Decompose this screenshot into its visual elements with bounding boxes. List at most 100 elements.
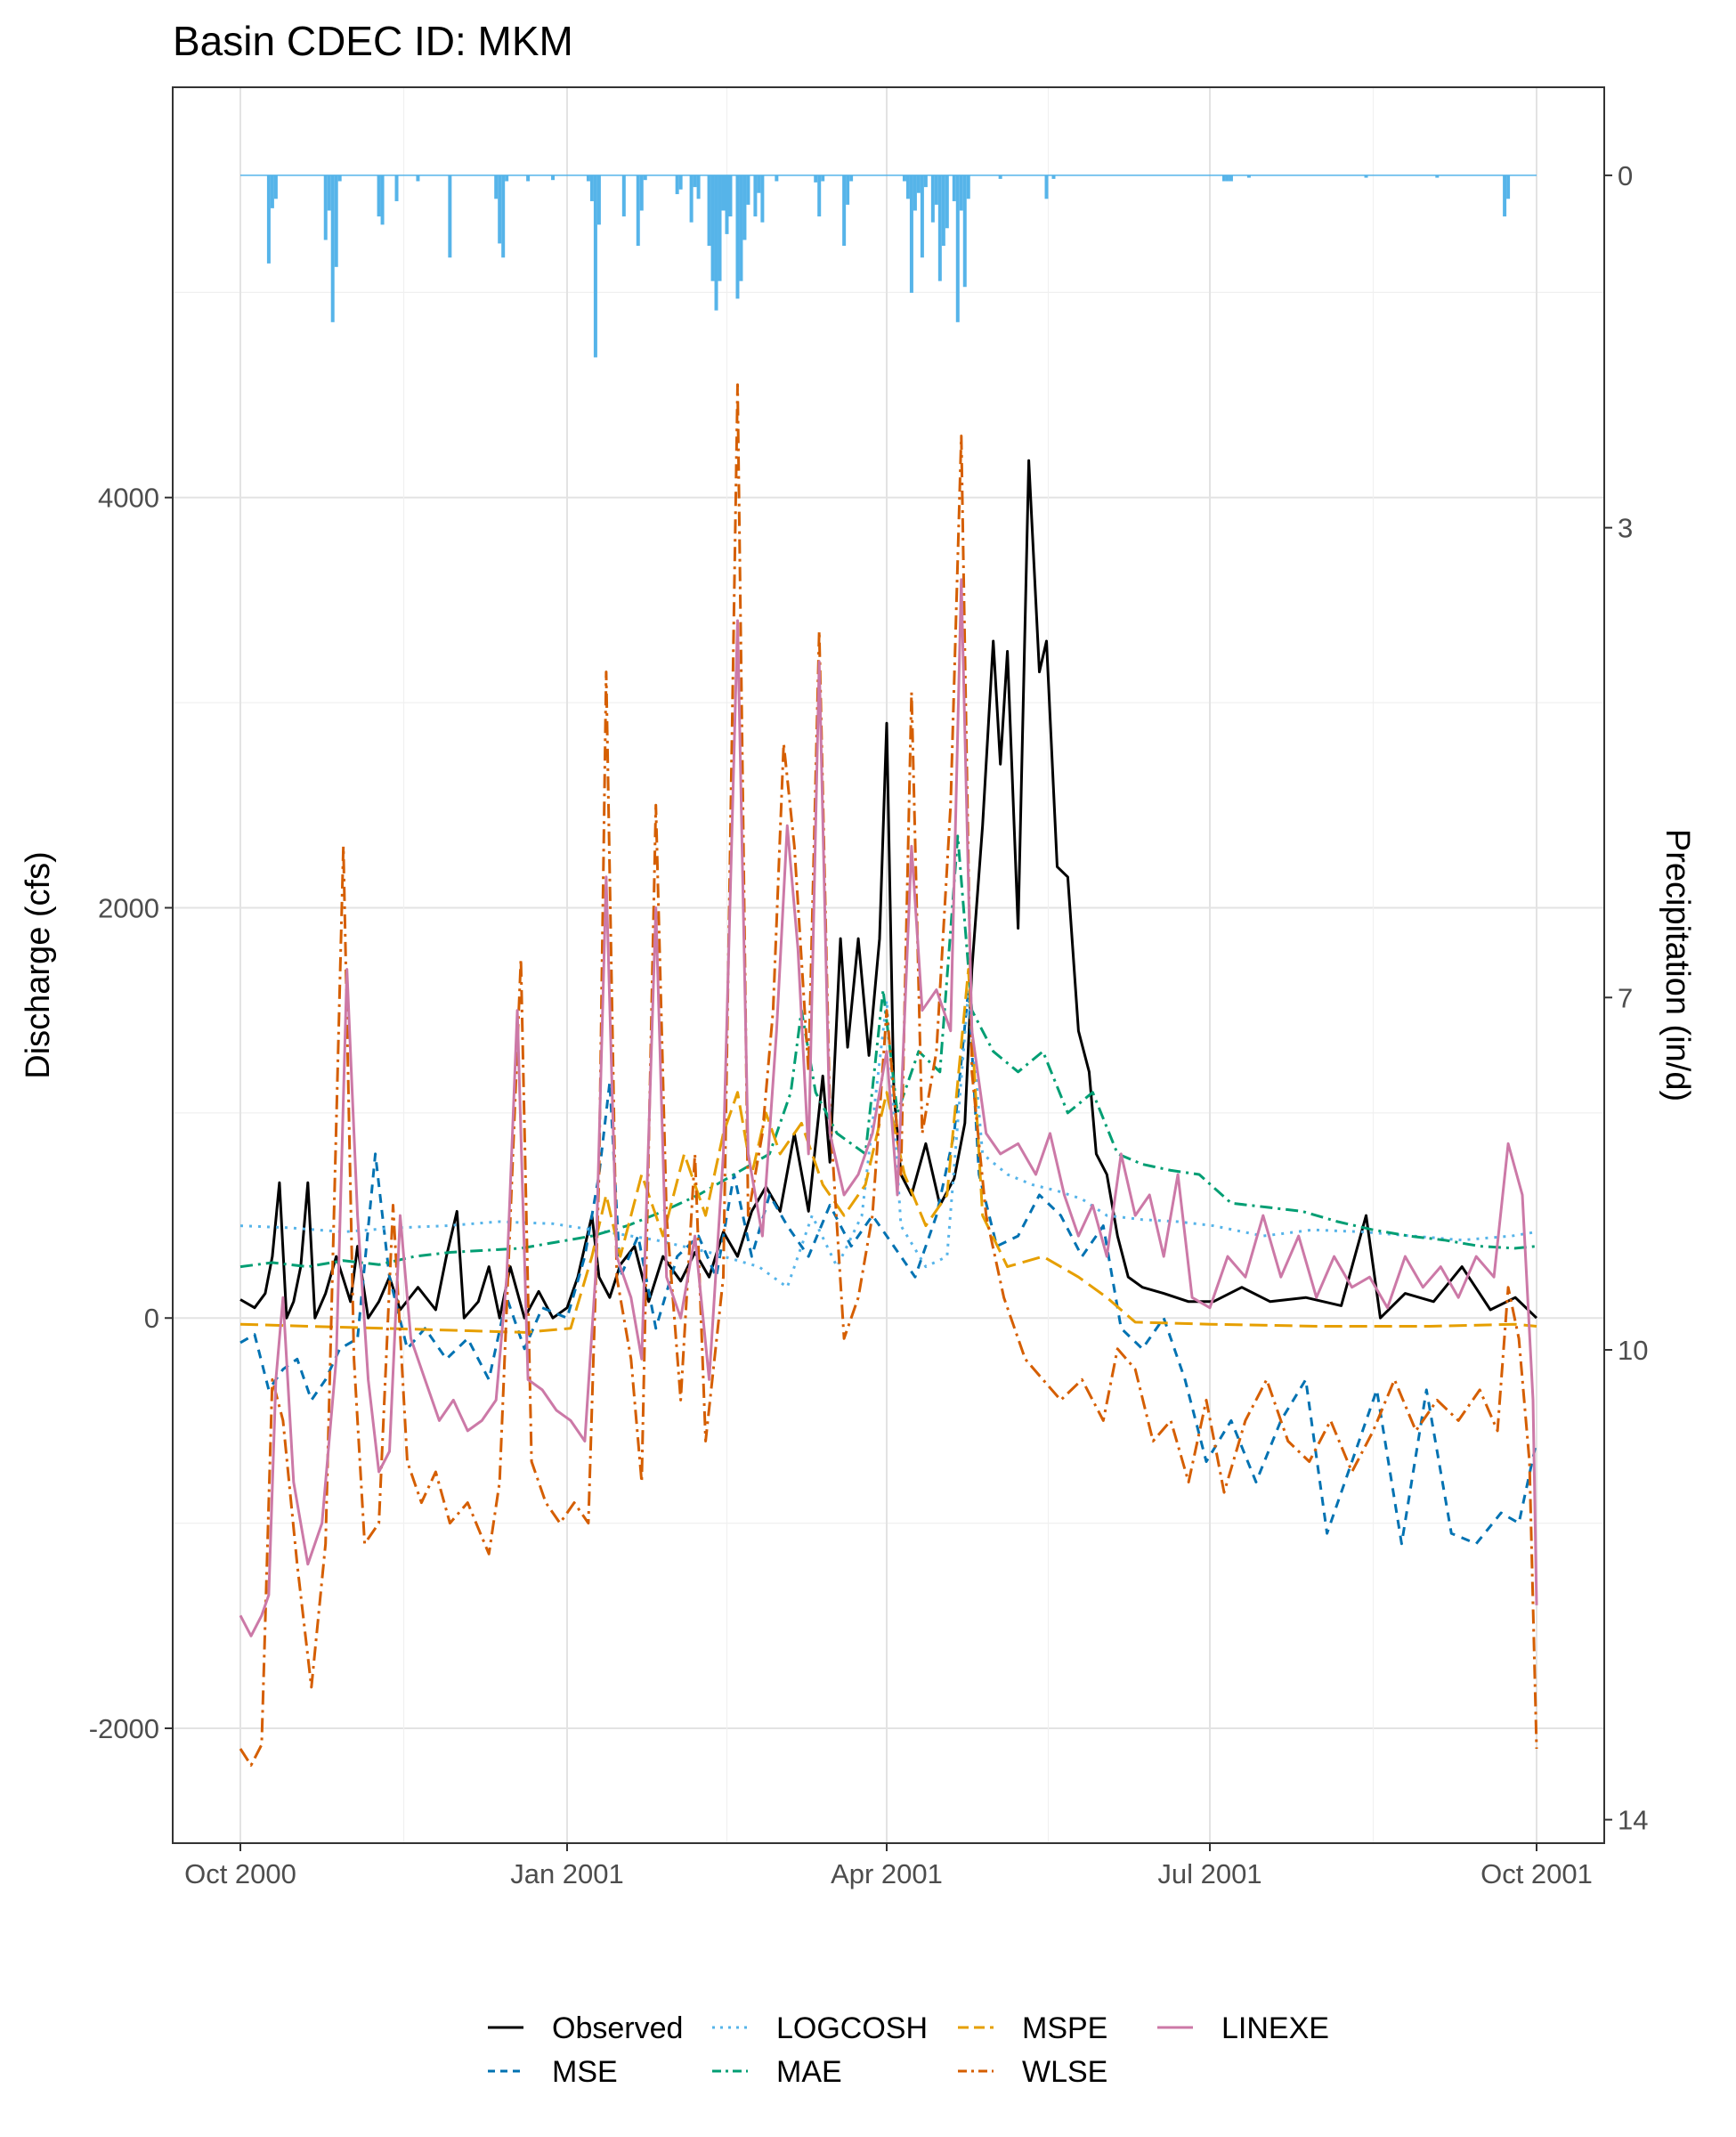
precipitation-bar [746,175,750,205]
axes: -2000 0 2000 4000 0 3 7 10 14 Oct 2000 Jan 2001 Apr… [89,160,1649,1889]
precipitation-bar [945,175,949,229]
precipitation-bar [710,175,715,281]
precipitation-bar [959,175,963,211]
precipitation-bar [775,175,779,182]
precipitation-bar [934,175,938,205]
precipitation-bar [923,175,928,188]
precipitation-bar [551,175,556,181]
plot-panel-border [172,86,1605,1844]
series-line-mspe [239,968,1537,1334]
y-tick-label: 2000 [98,892,159,923]
series-line-logcosh [239,988,1537,1289]
precipitation-bar [494,175,499,199]
precipitation-bar [757,175,761,193]
series-line-wlse [239,383,1538,1767]
precipitation-bar [1051,175,1056,179]
precipitation-bar [739,175,743,281]
precipitation-bar [330,175,335,322]
precipitation-bar [693,175,697,188]
precipitation-bar [902,175,906,182]
chart-title: Basin CDEC ID: MKM [173,18,573,64]
precipitation-bar [675,175,679,195]
precipitation-bar [505,175,509,182]
precipitation-bar [952,175,956,201]
precipitation-bar [735,175,740,299]
precipitation-bar [814,175,818,183]
series-lines [239,383,1538,1767]
precipitation-bar [920,175,924,258]
precipitation-bar [1229,175,1233,182]
precipitation-bar [742,175,747,240]
precipitation-bar [941,175,945,247]
precipitation-bar [377,175,381,217]
precipitation-bar [273,175,278,199]
y2-tick-label: 0 [1618,160,1633,191]
precipitation-bar [643,175,647,181]
precipitation-bar [817,175,822,217]
precipitation-bar [380,175,385,225]
y2-axis-title: Precipitation (in/d) [1659,829,1696,1101]
precipitation-bar [707,175,711,247]
precipitation-bar [962,175,967,288]
precipitation-bar [501,175,506,258]
precipitation-bar [394,175,399,201]
precipitation-bar [696,175,701,199]
precipitation-bar [846,175,850,205]
precipitation-bar [849,175,854,182]
precipitation-bar [589,175,594,201]
precipitation-bar [966,175,970,199]
legend-label-mae: MAE [776,2055,842,2089]
precipitation-bar [714,175,718,311]
x-tick-label: Apr 2001 [831,1858,943,1889]
precipitation-bar [930,175,935,223]
precipitation-bar [498,175,502,244]
precipitation-bar [937,175,942,281]
precipitation-bar [955,175,960,322]
y2-tick-label: 3 [1618,513,1633,544]
legend-label-linexe: LINEXE [1221,2011,1329,2045]
precipitation-bar [1225,175,1229,182]
series-line-mae [239,834,1537,1269]
legend: Observed MSE LOGCOSH MAE MSPE WLSE LINEXE [488,2011,1329,2089]
legend-label-wlse: WLSE [1022,2055,1107,2089]
precipitation-bar [448,175,452,258]
x-tick-label: Jan 2001 [510,1858,624,1889]
series-line-linexe [239,578,1538,1637]
precipitation-bar [270,175,274,208]
precipitation-bar [593,175,597,358]
precipitation-bar [1221,175,1226,182]
legend-label-mspe: MSPE [1022,2011,1107,2045]
precipitation-bar [1246,175,1251,178]
y-tick-label: -2000 [89,1713,159,1744]
precipitation-bar [596,175,601,225]
precipitation-bar [416,175,420,182]
precipitation-bar [323,175,328,240]
series-line-mse [239,988,1538,1546]
precipitation-bar [621,175,626,217]
x-tick-label: Jul 2001 [1157,1858,1261,1889]
precipitation-bar [526,175,531,182]
precipitation-bar [1044,175,1049,199]
precipitation-bar [1503,175,1507,217]
y2-tick-label: 10 [1618,1335,1648,1366]
precipitation-bar [909,175,913,293]
y2-tick-label: 14 [1618,1805,1648,1836]
precipitation-bar [725,175,729,234]
x-tick-label: Oct 2000 [184,1858,296,1889]
legend-label-logcosh: LOGCOSH [776,2011,928,2045]
precipitation-bars [240,175,1537,358]
precipitation-bar [639,175,644,211]
y2-tick-label: 7 [1618,982,1633,1013]
precipitation-bar [1364,175,1368,178]
legend-label-mse: MSE [552,2055,618,2089]
precipitation-bar [1506,175,1511,199]
precipitation-bar [636,175,640,247]
x-tick-label: Oct 2001 [1480,1858,1593,1889]
precipitation-bar [913,175,917,211]
precipitation-bar [916,175,921,193]
precipitation-bar [721,175,726,211]
precipitation-bar [334,175,338,267]
precipitation-bar [905,175,910,199]
